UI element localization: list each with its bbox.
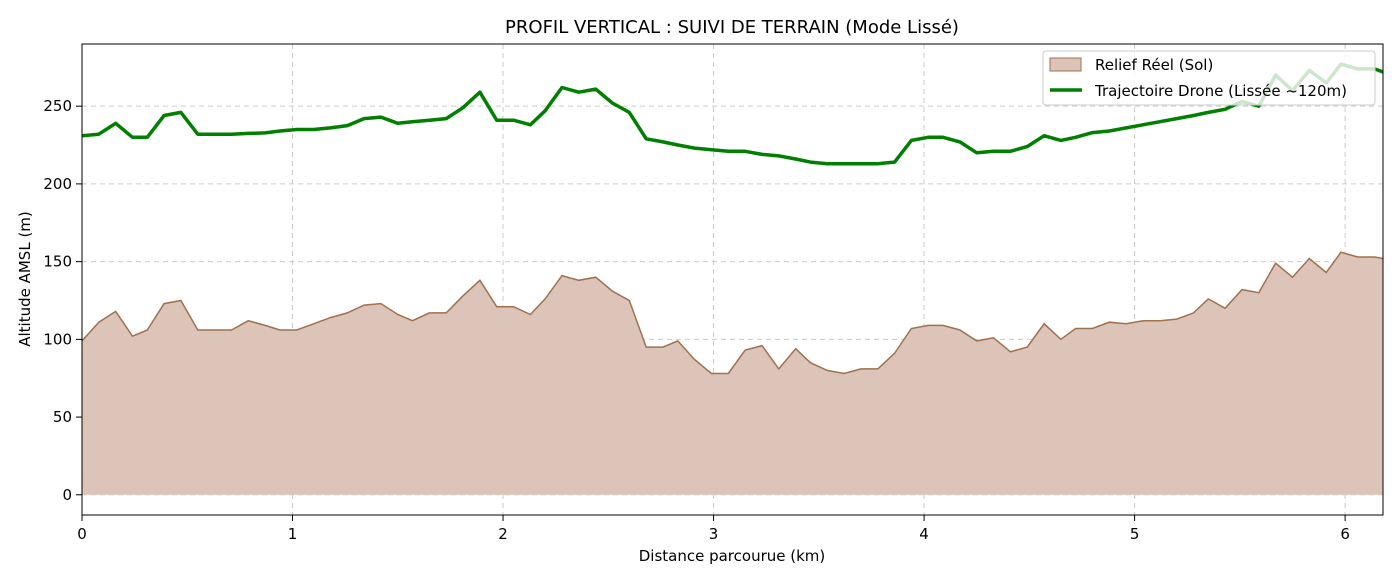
terrain-area: [82, 252, 1383, 495]
y-tick-label: 0: [62, 486, 72, 504]
x-tick-label: 1: [288, 525, 298, 543]
x-axis: 0 1 2 3 4 5 6: [77, 515, 1350, 543]
legend-label-drone: Trajectoire Drone (Lissée ~120m): [1094, 82, 1347, 100]
legend-label-terrain: Relief Réel (Sol): [1095, 56, 1213, 74]
legend: Relief Réel (Sol) Trajectoire Drone (Lis…: [1042, 50, 1376, 106]
y-tick-label: 200: [43, 175, 72, 193]
y-tick-label: 50: [53, 408, 72, 426]
chart-title: PROFIL VERTICAL : SUIVI DE TERRAIN (Mode…: [505, 17, 959, 38]
x-tick-label: 4: [919, 525, 929, 543]
x-tick-label: 5: [1130, 525, 1140, 543]
x-tick-label: 3: [709, 525, 719, 543]
terrain-edge-line: [82, 251, 1383, 375]
x-axis-label: Distance parcourue (km): [639, 547, 826, 565]
y-axis-label: Altitude AMSL (m): [16, 211, 34, 347]
legend-swatch-terrain: [1049, 57, 1082, 72]
x-tick-label: 6: [1340, 525, 1350, 543]
y-axis: 0 50 100 150 200 250: [43, 97, 82, 504]
x-tick-label: 0: [77, 525, 87, 543]
y-tick-label: 250: [43, 97, 72, 115]
y-tick-label: 100: [43, 330, 72, 348]
y-tick-label: 150: [43, 253, 72, 271]
plot-frame: [81, 43, 1384, 516]
x-tick-label: 2: [498, 525, 508, 543]
plot-area: [82, 62, 1383, 495]
legend-box: [1042, 50, 1376, 106]
drone-trajectory-line: [82, 62, 1383, 166]
